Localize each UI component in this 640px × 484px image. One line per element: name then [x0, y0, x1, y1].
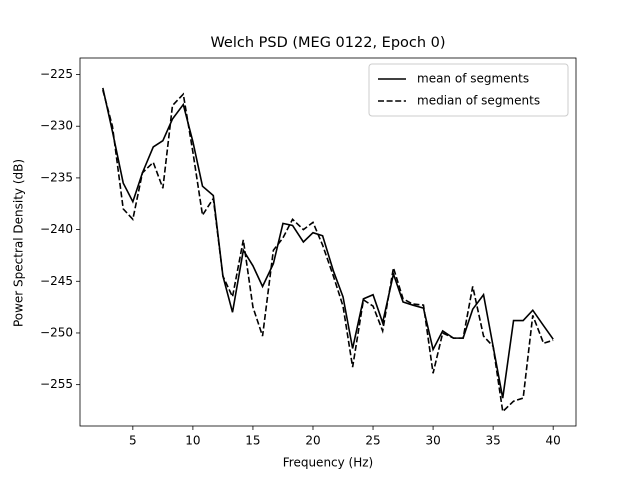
y-tick-label: −250 — [40, 325, 73, 339]
y-tick-label: −245 — [40, 274, 73, 288]
y-tick-label: −240 — [40, 222, 73, 236]
x-tick-label: 25 — [365, 434, 380, 448]
plot-frame — [79, 57, 577, 427]
x-tick-label: 5 — [129, 434, 137, 448]
line-series — [102, 87, 554, 399]
y-tick-label: −230 — [40, 119, 73, 133]
legend-box — [368, 63, 569, 117]
legend-label: mean of segments — [417, 72, 529, 86]
line-series — [102, 89, 554, 414]
x-tick-label: 40 — [546, 434, 561, 448]
y-tick-label: −235 — [40, 170, 73, 184]
legend-label: median of segments — [417, 94, 540, 108]
x-tick-label: 20 — [305, 434, 320, 448]
x-tick-label: 30 — [425, 434, 440, 448]
chart-title: Welch PSD (MEG 0122, Epoch 0) — [210, 35, 445, 51]
x-tick-label: 10 — [185, 434, 200, 448]
y-tick-label: −255 — [40, 377, 73, 391]
y-axis-label: Power Spectral Density (dB) — [12, 159, 26, 327]
x-axis-label: Frequency (Hz) — [283, 456, 374, 470]
y-tick-label: −225 — [40, 67, 73, 81]
x-tick-label: 15 — [245, 434, 260, 448]
x-tick-label: 35 — [485, 434, 500, 448]
